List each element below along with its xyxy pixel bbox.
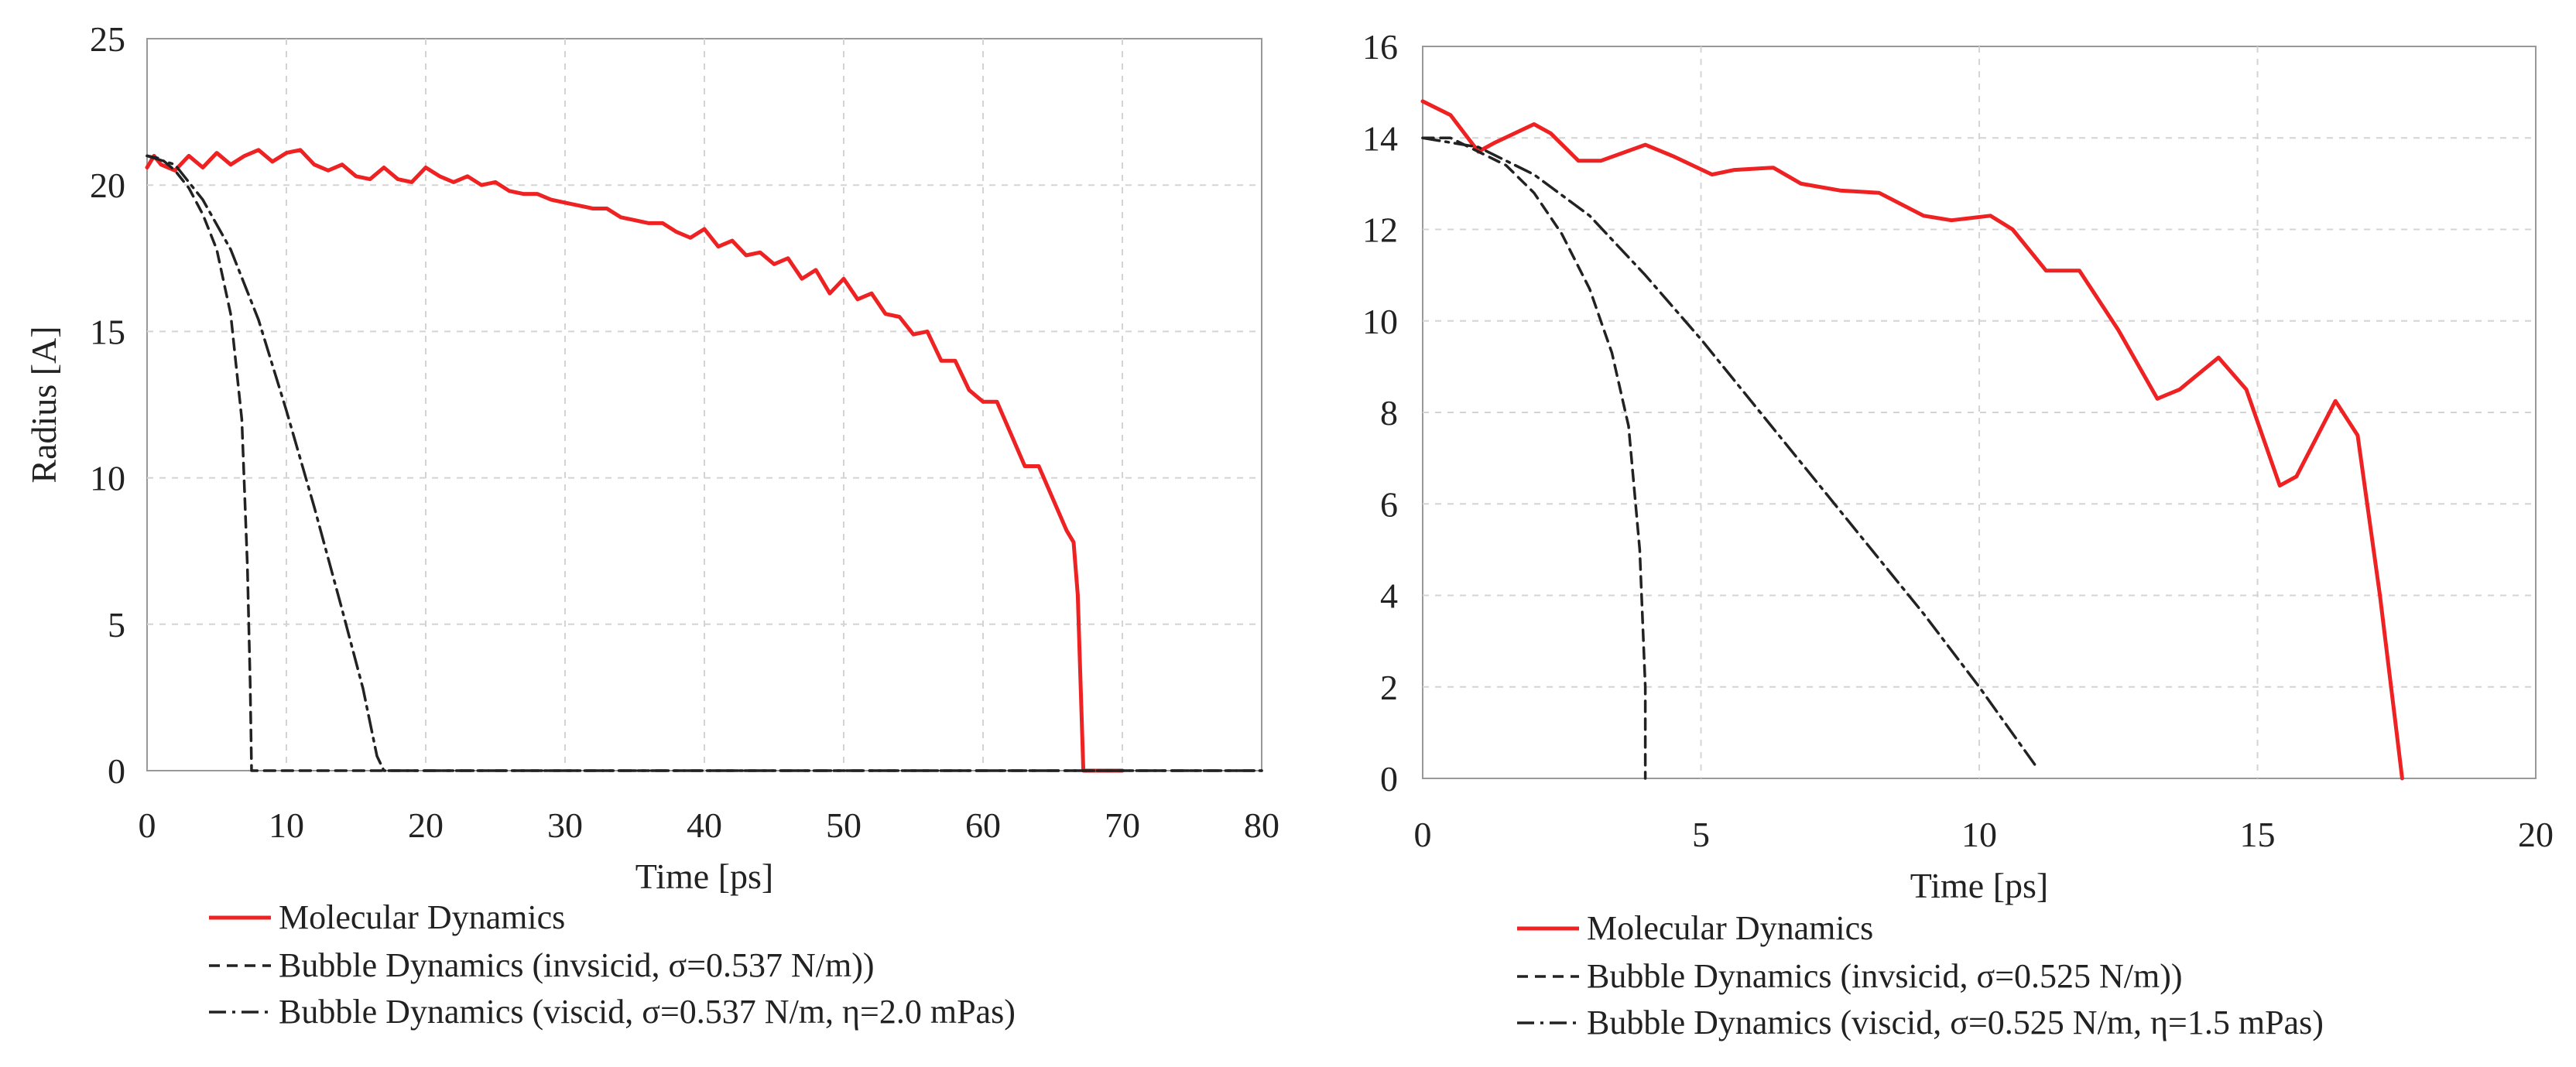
y-tick-label: 0	[1380, 759, 1398, 799]
left-legend: Molecular Dynamics Bubble Dynamics (invsi…	[209, 898, 1016, 1031]
x-tick-label: 60	[965, 805, 1001, 845]
right-chart-panel: 0 5 10 15 20 0 2 4 6 8 10 12 14 16 Time [ps] Molecula…	[1362, 27, 2554, 1041]
legend-label: Bubble Dynamics (invsicid, σ=0.525 N/m))	[1587, 957, 2183, 995]
series-line-solid	[1420, 99, 2404, 781]
series-line-solid	[145, 148, 1125, 773]
x-tick-label: 80	[1244, 805, 1279, 845]
series-line-dashed	[1421, 136, 1647, 780]
y-tick-label: 25	[90, 19, 125, 59]
legend-label: Bubble Dynamics (viscid, σ=0.537 N/m, η=…	[279, 993, 1016, 1031]
x-tick-label: 0	[139, 805, 156, 845]
y-tick-label: 12	[1362, 210, 1398, 250]
right-grid	[1423, 46, 2536, 778]
x-tick-label: 10	[269, 805, 304, 845]
left-series	[145, 148, 1263, 773]
y-tick-label: 0	[108, 751, 125, 791]
y-tick-label: 10	[90, 459, 125, 498]
x-tick-label: 20	[408, 805, 444, 845]
series-line-dashdot	[1421, 136, 2036, 767]
x-tick-label: 30	[547, 805, 583, 845]
legend-label: Molecular Dynamics	[279, 898, 565, 936]
y-tick-label: 5	[108, 605, 125, 645]
series-line-dashed	[146, 154, 1263, 772]
right-x-axis-label: Time [ps]	[1910, 866, 2049, 905]
right-legend: Molecular Dynamics Bubble Dynamics (invsi…	[1517, 909, 2324, 1041]
series-line-dashdot	[146, 154, 1263, 772]
y-tick-label: 4	[1380, 576, 1398, 616]
legend-label: Bubble Dynamics (viscid, σ=0.525 N/m, η=…	[1587, 1004, 2324, 1041]
y-tick-label: 20	[90, 166, 125, 205]
y-tick-label: 8	[1380, 393, 1398, 433]
x-tick-label: 15	[2240, 815, 2276, 854]
y-tick-label: 10	[1362, 302, 1398, 341]
x-tick-label: 70	[1105, 805, 1140, 845]
x-tick-label: 10	[1961, 815, 1997, 854]
left-y-axis-label: Radius [A]	[24, 326, 63, 483]
right-series	[1420, 99, 2404, 781]
left-tick-labels: 0 10 20 30 40 50 60 70 80 0 5 10 15 20 25	[90, 19, 1279, 845]
left-chart-panel: 0 10 20 30 40 50 60 70 80 0 5 10 15 20 25 Time [ps] Ra…	[24, 19, 1279, 1031]
x-tick-label: 50	[826, 805, 862, 845]
left-x-axis-label: Time [ps]	[635, 857, 774, 896]
y-tick-label: 16	[1362, 27, 1398, 67]
y-tick-label: 6	[1380, 484, 1398, 524]
y-tick-label: 14	[1362, 118, 1398, 158]
right-tick-labels: 0 5 10 15 20 0 2 4 6 8 10 12 14 16	[1362, 27, 2554, 854]
legend-label: Bubble Dynamics (invsicid, σ=0.537 N/m))	[279, 946, 875, 984]
x-tick-label: 20	[2518, 815, 2554, 854]
y-tick-label: 15	[90, 312, 125, 351]
left-grid	[147, 39, 1262, 771]
y-tick-label: 2	[1380, 668, 1398, 707]
x-tick-label: 5	[1692, 815, 1710, 854]
x-tick-label: 40	[687, 805, 722, 845]
legend-label: Molecular Dynamics	[1587, 909, 1873, 947]
x-tick-label: 0	[1414, 815, 1432, 854]
